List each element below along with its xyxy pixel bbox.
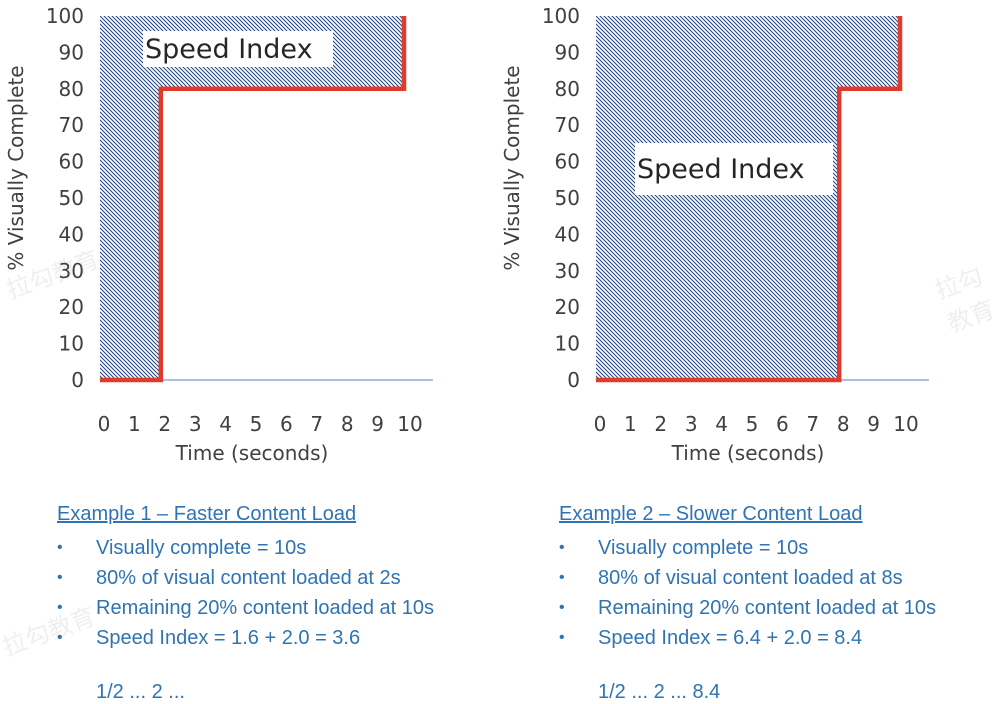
y-axis-label: % Visually Complete xyxy=(4,65,28,270)
y-tick-label: 40 xyxy=(59,222,84,246)
x-tick-label: 2 xyxy=(654,412,667,436)
list-item: • Visually complete = 10s xyxy=(559,533,992,563)
speed-index-area xyxy=(596,16,900,380)
y-tick-label: 30 xyxy=(555,259,580,283)
x-tick-label: 10 xyxy=(893,412,918,436)
x-tick-label: 7 xyxy=(310,412,323,436)
example-1-item-4: Speed Index = 1.6 + 2.0 = 3.6 xyxy=(96,627,361,649)
y-tick-label: 100 xyxy=(46,4,84,28)
x-tick-label: 4 xyxy=(219,412,232,436)
bullet-icon: • xyxy=(559,599,565,616)
example-1-list: • Visually complete = 10s • 80% of visual … xyxy=(57,533,497,653)
x-tick-label: 7 xyxy=(806,412,819,436)
y-tick-label: 50 xyxy=(59,186,84,210)
speed-index-area xyxy=(100,16,404,380)
list-item: • Speed Index = 6.4 + 2.0 = 8.4 xyxy=(559,623,992,653)
list-item: • 80% of visual content loaded at 8s xyxy=(559,563,992,593)
list-item: • Remaining 20% content loaded at 10s xyxy=(57,593,497,623)
example-1-item-3: Remaining 20% content loaded at 10s xyxy=(96,597,435,619)
x-tick-label: 10 xyxy=(397,412,422,436)
x-tick-label: 1 xyxy=(128,412,141,436)
y-tick-label: 90 xyxy=(59,40,84,64)
x-tick-label: 0 xyxy=(98,412,111,436)
cut-off-text-2: 1/2 ... 2 ... 8.4 xyxy=(598,681,721,703)
y-tick-label: 0 xyxy=(71,368,84,392)
example-2-block: Example 2 – Slower Content Load • Visuall… xyxy=(559,503,992,653)
x-tick-label: 2 xyxy=(158,412,171,436)
y-axis-label: % Visually Complete xyxy=(500,65,524,270)
y-tick-label: 80 xyxy=(59,77,84,101)
y-tick-label: 10 xyxy=(59,332,84,356)
bullet-icon: • xyxy=(559,629,565,646)
y-tick-label: 20 xyxy=(59,295,84,319)
bullet-icon: • xyxy=(57,569,63,586)
x-axis-label: Time (seconds) xyxy=(671,441,825,465)
y-tick-label: 80 xyxy=(555,77,580,101)
speed-index-label-box xyxy=(635,143,833,195)
y-tick-label: 60 xyxy=(59,150,84,174)
example-1-title: Example 1 – Faster Content Load xyxy=(57,503,357,525)
x-tick-label: 9 xyxy=(371,412,384,436)
y-tick-label: 100 xyxy=(542,4,580,28)
y-tick-label: 50 xyxy=(555,186,580,210)
example-2-item-3: Remaining 20% content loaded at 10s xyxy=(598,597,937,619)
speed-index-label: Speed Index xyxy=(145,34,313,65)
x-tick-label: 3 xyxy=(189,412,202,436)
visual-progress-line xyxy=(596,16,903,383)
y-tick-label: 70 xyxy=(59,113,84,137)
example-1-item-2: 80% of visual content loaded at 2s xyxy=(96,567,401,589)
bullet-icon: • xyxy=(559,539,565,556)
bullet-icon: • xyxy=(57,539,63,556)
y-tick-label: 30 xyxy=(59,259,84,283)
example-2-title: Example 2 – Slower Content Load xyxy=(559,503,863,525)
y-tick-label: 40 xyxy=(555,222,580,246)
x-tick-label: 1 xyxy=(624,412,637,436)
x-tick-label: 9 xyxy=(867,412,880,436)
y-tick-label: 0 xyxy=(567,368,580,392)
visual-progress-line xyxy=(100,16,407,383)
cut-off-text-1: 1/2 ... 2 ... xyxy=(96,681,185,703)
y-tick-label: 70 xyxy=(555,113,580,137)
list-item: • Visually complete = 10s xyxy=(57,533,497,563)
x-tick-label: 4 xyxy=(715,412,728,436)
x-tick-label: 5 xyxy=(250,412,263,436)
y-tick-label: 90 xyxy=(555,40,580,64)
example-1-item-1: Visually complete = 10s xyxy=(96,537,307,559)
example-1-block: Example 1 – Faster Content Load • Visuall… xyxy=(57,503,497,653)
speed-index-label: Speed Index xyxy=(637,154,805,185)
y-tick-label: 10 xyxy=(555,332,580,356)
bullet-icon: • xyxy=(57,629,63,646)
example-2-list: • Visually complete = 10s • 80% of visual … xyxy=(559,533,992,653)
x-tick-label: 8 xyxy=(837,412,850,436)
x-tick-label: 5 xyxy=(746,412,759,436)
speed-index-label-box xyxy=(143,31,333,67)
list-item: • Speed Index = 1.6 + 2.0 = 3.6 xyxy=(57,623,497,653)
x-tick-label: 6 xyxy=(776,412,789,436)
example-2-item-2: 80% of visual content loaded at 8s xyxy=(598,567,903,589)
list-item: • 80% of visual content loaded at 2s xyxy=(57,563,497,593)
example-2-item-1: Visually complete = 10s xyxy=(598,537,809,559)
list-item: • Remaining 20% content loaded at 10s xyxy=(559,593,992,623)
example-2-item-4: Speed Index = 6.4 + 2.0 = 8.4 xyxy=(598,627,863,649)
bullet-icon: • xyxy=(559,569,565,586)
y-tick-label: 60 xyxy=(555,150,580,174)
x-tick-label: 8 xyxy=(341,412,354,436)
x-tick-label: 6 xyxy=(280,412,293,436)
x-tick-label: 0 xyxy=(594,412,607,436)
bullet-icon: • xyxy=(57,599,63,616)
x-axis-label: Time (seconds) xyxy=(175,441,329,465)
y-tick-label: 20 xyxy=(555,295,580,319)
x-tick-label: 3 xyxy=(685,412,698,436)
